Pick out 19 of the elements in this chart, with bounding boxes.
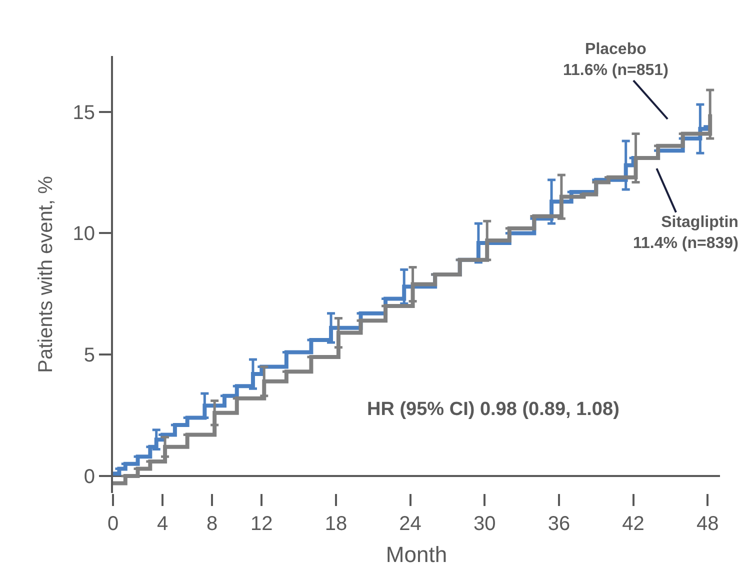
y-tick-label: 0: [84, 466, 95, 488]
x-tick-label: 8: [206, 513, 218, 535]
x-tick-label: 30: [474, 513, 496, 535]
x-axis-title: Month: [386, 542, 448, 567]
annotation: Sitagliptin 11.4% (n=839): [633, 214, 738, 252]
x-tick-label: 42: [622, 513, 644, 535]
y-tick-label: 5: [84, 344, 95, 367]
x-tick-label: 0: [107, 513, 119, 535]
x-tick-label: 48: [696, 513, 719, 535]
x-tick-label: 4: [156, 513, 168, 535]
y-tick-label: 10: [72, 223, 95, 246]
annotation: Placebo 11.6% (n=851): [563, 41, 668, 79]
x-tick-label: 12: [250, 513, 273, 535]
annotation: HR (95% CI) 0.98 (0.89, 1.08): [367, 399, 620, 420]
x-tick-label: 36: [548, 513, 570, 535]
x-tick-label: 18: [324, 513, 348, 535]
y-axis-title: Patients with event, %: [34, 176, 57, 373]
x-tick-label: 24: [399, 513, 422, 535]
y-tick-label: 15: [72, 102, 95, 124]
